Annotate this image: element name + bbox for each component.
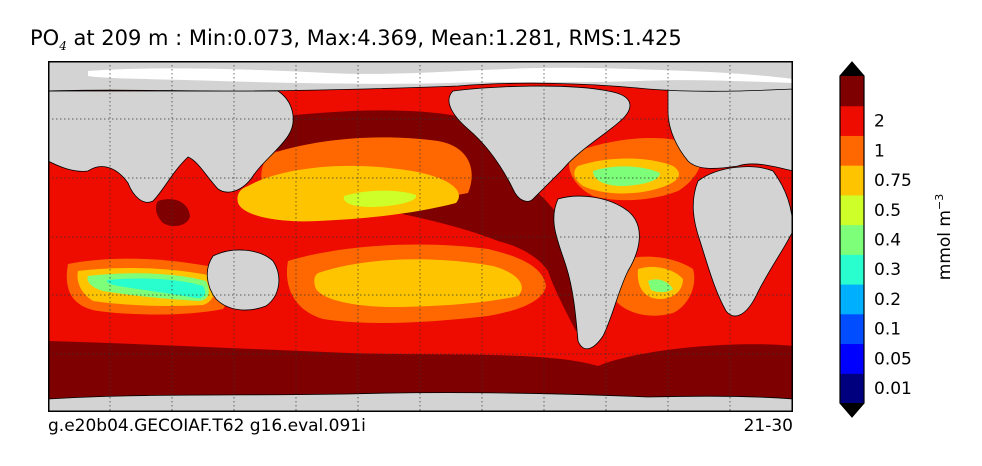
colorbar-segment (840, 313, 864, 345)
period-label: 21-30 (743, 416, 793, 436)
colorbar-tick-label: 1 (874, 141, 885, 161)
australia-landmass (206, 249, 280, 311)
arabian-sea-high (155, 199, 190, 227)
colorbar: 0.01 0.05 0.1 0.2 0.3 0.4 0.5 0.75 1 2 (839, 61, 912, 418)
colorbar-segment (840, 284, 864, 315)
sea-ice-arctic (88, 67, 793, 84)
colorbar-segment (840, 135, 864, 166)
colorbar-tick-label: 0.05 (874, 349, 912, 369)
south-america-landmass (553, 195, 640, 350)
colorbar-segment (840, 76, 864, 107)
colorbar-labels: 0.01 0.05 0.1 0.2 0.3 0.4 0.5 0.75 1 2 (874, 112, 912, 400)
colorbar-segment (840, 254, 864, 285)
colorbar-tick-label: 2 (874, 112, 885, 132)
colorbar-tick-label: 0.75 (874, 171, 912, 191)
africa-landmass (692, 166, 793, 317)
colorbar-tick-label: 0.5 (874, 201, 901, 221)
indian-ocean-cyan-core (106, 278, 206, 299)
title-stats: at 209 m : Min:0.073, Max:4.369, Mean:1.… (66, 26, 682, 50)
colorbar-segment (840, 165, 864, 196)
colorbar-tick-label: 0.4 (874, 231, 901, 251)
colorbar-segment (840, 373, 864, 404)
map-frame (48, 61, 793, 412)
colorbar-units-label: mmol m−3 (933, 194, 955, 280)
colorbar-tick-label: 0.3 (874, 260, 901, 280)
colorbar-tick-label: 0.2 (874, 290, 901, 310)
plot-title: PO4 at 209 m : Min:0.073, Max:4.369, Mea… (30, 26, 810, 53)
south-atlantic-gyre-green (648, 279, 673, 293)
units-base: mmol m (934, 210, 955, 281)
map-gridlines (48, 61, 793, 412)
colorbar-tick-label: 0.01 (874, 379, 912, 399)
colorbar-outline (839, 61, 865, 418)
colorbar-body (839, 61, 865, 418)
units-exponent: −3 (933, 193, 947, 210)
north-atlantic-gyre-green (593, 166, 660, 186)
colorbar-segment (840, 105, 864, 136)
title-variable: PO (30, 26, 60, 50)
ocean-map (48, 61, 793, 412)
colorbar-extend-min (840, 403, 864, 417)
colorbar-segment (840, 343, 864, 374)
colorbar-segment (840, 224, 864, 255)
colorbar-extend-max (840, 62, 864, 76)
run-label: g.e20b04.GECOIAF.T62 g16.eval.091i (48, 416, 366, 436)
colorbar-tick-label: 0.1 (874, 320, 901, 340)
map-panel (48, 61, 793, 412)
south-pacific-gyre-yellow (314, 259, 522, 307)
colorbar-segment (840, 194, 864, 226)
north-pacific-gyre-core (343, 190, 417, 207)
europe-landmass (667, 88, 793, 172)
north-pacific-gyre-yellow (237, 165, 459, 222)
title-subscript: 4 (59, 39, 67, 54)
north-america-landmass (448, 85, 631, 202)
